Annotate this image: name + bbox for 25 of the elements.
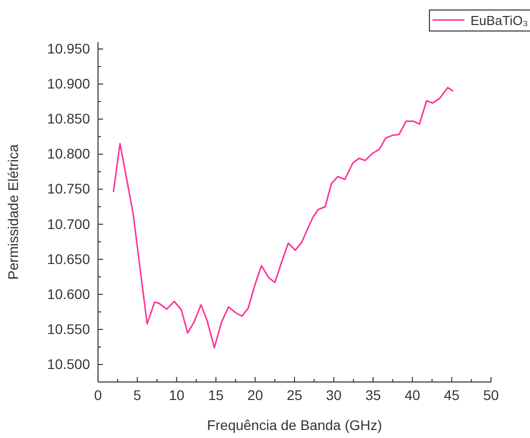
x-tick-label: 40 bbox=[404, 386, 420, 403]
y-tick-label: 10.500 bbox=[47, 356, 90, 372]
x-tick-label: 25 bbox=[286, 386, 302, 403]
x-tick-label: 30 bbox=[326, 386, 342, 403]
y-tick-label: 10.750 bbox=[47, 180, 90, 197]
y-axis-title: Permissidade Elétrica bbox=[5, 144, 21, 280]
line-series bbox=[112, 86, 454, 348]
x-tick-label: 5 bbox=[133, 386, 142, 403]
y-tick-label: 10.700 bbox=[47, 216, 90, 232]
y-tick-label: 10.650 bbox=[47, 250, 90, 267]
y-tick-label: 10.950 bbox=[47, 40, 90, 56]
x-tick-label: 20 bbox=[247, 386, 264, 403]
y-tick-label: 10.600 bbox=[47, 286, 90, 302]
x-tick-label: 0 bbox=[94, 386, 102, 403]
legend-label: EuBaTiO₃ bbox=[470, 13, 528, 28]
x-tick-label: 50 bbox=[483, 386, 499, 403]
y-tick-label: 10.800 bbox=[47, 146, 90, 162]
y-tick-label: 10.900 bbox=[47, 76, 90, 92]
y-tick-label: 10.850 bbox=[47, 110, 90, 127]
x-tick-label: 10 bbox=[168, 386, 185, 403]
x-tick-label: 35 bbox=[365, 386, 382, 403]
y-tick-label: 10.550 bbox=[47, 320, 90, 337]
x-axis-title: Frequência de Banda (GHz) bbox=[206, 417, 382, 433]
x-tick-label: 15 bbox=[208, 386, 224, 403]
x-tick-label: 45 bbox=[444, 386, 460, 403]
